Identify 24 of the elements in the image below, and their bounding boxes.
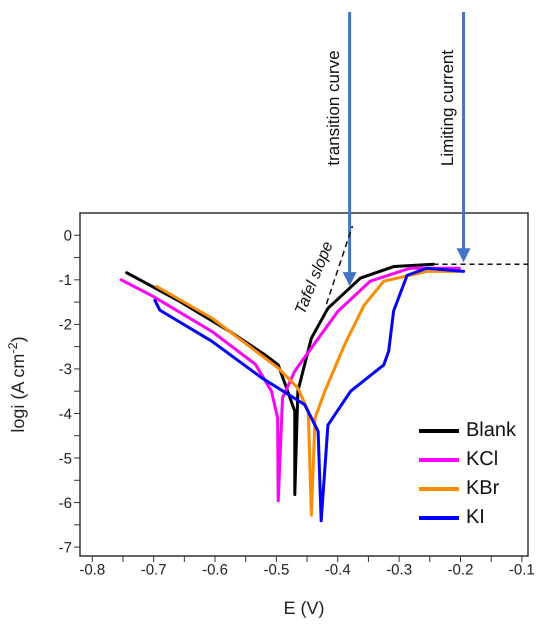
- y-tick-label: -3: [58, 361, 72, 378]
- annotation: Tafel slope: [292, 239, 337, 317]
- legend-label: KCl: [466, 448, 498, 471]
- x-tick-label: -0.5: [263, 562, 290, 579]
- x-axis-title: E (V): [283, 598, 325, 618]
- x-tick-label: -0.7: [140, 562, 167, 579]
- y-tick-label: -1: [58, 272, 72, 290]
- y-tick-label: -5: [58, 450, 72, 468]
- text: transition curve: [324, 50, 344, 166]
- x-tick-label: -0.6: [202, 562, 228, 579]
- y-tick-label: -6: [58, 494, 72, 512]
- x-tick-label: -0.3: [386, 562, 412, 579]
- y-tick-label: -2: [58, 316, 72, 334]
- legend-label: KI: [466, 506, 485, 529]
- x-tick-label: -0.8: [79, 562, 106, 579]
- y-tick-label: 0: [64, 228, 72, 245]
- x-tick-label: -0.1: [508, 562, 535, 579]
- legend-label: KBr: [466, 477, 500, 500]
- y-tick-label: -7: [58, 539, 72, 556]
- x-tick-label: -0.2: [448, 562, 474, 579]
- y-tick-label: -4: [58, 406, 72, 423]
- x-tick-label: -0.4: [324, 562, 351, 579]
- text: Limiting current: [438, 50, 458, 166]
- legend-label: Blank: [466, 419, 516, 442]
